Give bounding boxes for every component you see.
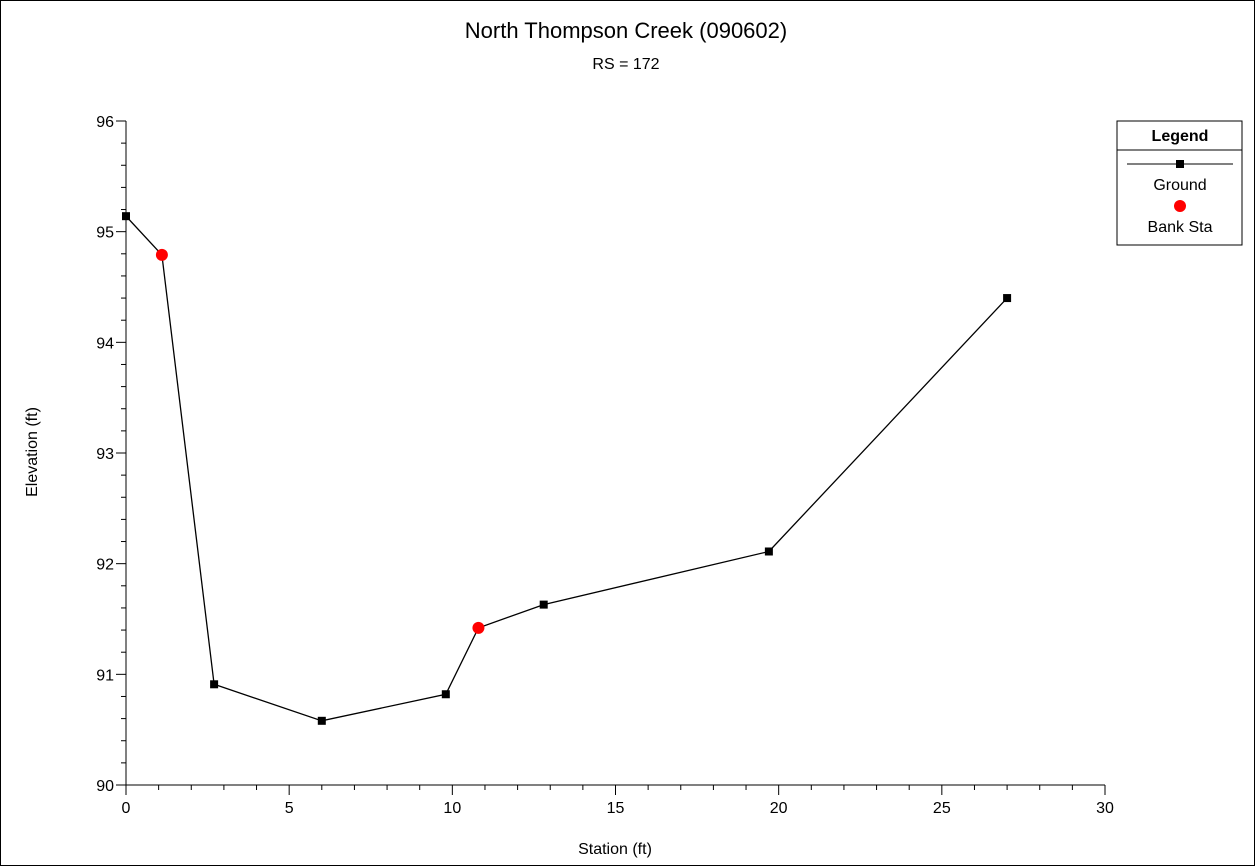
ground-point	[1003, 294, 1012, 303]
x-tick-label: 0	[122, 800, 131, 817]
ground-point	[539, 600, 548, 609]
y-tick-label: 92	[96, 557, 114, 574]
y-tick-label: 96	[96, 114, 114, 131]
legend-title: Legend	[1152, 128, 1209, 145]
ground-series	[122, 212, 1012, 725]
legend-box	[1116, 120, 1243, 246]
chart-subtitle: RS = 172	[592, 56, 659, 73]
bank-sta-point	[155, 248, 168, 261]
bank-sta-point	[472, 621, 485, 634]
ground-point	[210, 680, 219, 689]
x-tick-label: 5	[285, 800, 294, 817]
x-tick-label: 20	[770, 800, 788, 817]
y-tick-label: 95	[96, 225, 114, 242]
chart-title: North Thompson Creek (090602)	[465, 18, 787, 43]
ground-point	[441, 690, 450, 699]
x-tick-label: 15	[607, 800, 625, 817]
legend-ground-label: Ground	[1153, 177, 1206, 194]
legend-bank-sta-marker-icon	[1174, 200, 1186, 212]
axes: 0 5 10 15 20 25 30 90 91 92 93 94 95 96	[96, 114, 1114, 817]
bank-sta-series	[155, 248, 485, 634]
y-axis-label: Elevation (ft)	[24, 407, 41, 497]
ground-point	[122, 212, 130, 221]
y-tick-label: 94	[96, 335, 114, 352]
x-axis-label: Station (ft)	[578, 841, 652, 858]
y-tick-label: 91	[96, 667, 114, 684]
legend: Legend Ground Bank Sta	[1116, 120, 1243, 246]
ground-point	[317, 716, 326, 725]
ground-line	[125, 215, 1008, 722]
x-tick-label: 30	[1096, 800, 1114, 817]
y-tick-label: 93	[96, 446, 114, 463]
x-tick-label: 10	[443, 800, 461, 817]
ground-point	[764, 547, 773, 556]
x-tick-label: 25	[933, 800, 951, 817]
legend-ground-marker-icon	[1176, 160, 1184, 168]
legend-bank-sta-label: Bank Sta	[1148, 219, 1213, 236]
y-tick-label: 90	[96, 778, 114, 795]
